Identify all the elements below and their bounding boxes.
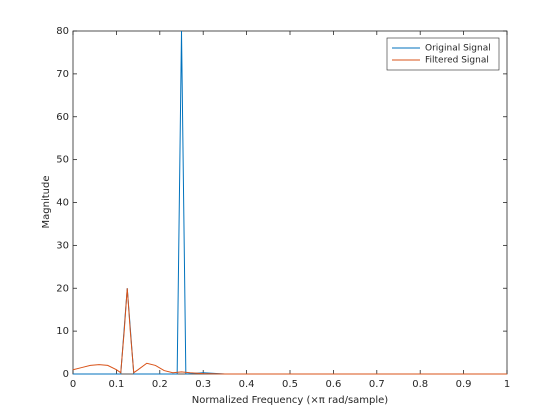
x-tick-label: 0 [70, 379, 76, 390]
series-line [72, 288, 507, 375]
x-tick-label: 0.9 [456, 379, 472, 390]
plot-area [72, 30, 508, 375]
y-tick-label: 40 [56, 198, 69, 209]
x-tick-label: 0.6 [325, 379, 341, 390]
y-tick-label: 20 [56, 283, 69, 294]
x-tick-label: 0.5 [282, 379, 298, 390]
x-tick-label: 0.4 [239, 379, 255, 390]
y-axis-label: Magnitude [41, 176, 52, 229]
y-tick-label: 30 [56, 240, 69, 251]
y-tick-label: 10 [56, 326, 69, 337]
x-tick-label: 0.2 [152, 379, 168, 390]
legend-label: Filtered Signal [425, 56, 489, 66]
x-axis-label: Normalized Frequency (×π rad/sample) [192, 395, 389, 406]
x-tick-label: 1 [504, 379, 510, 390]
x-tick-label: 0.3 [195, 379, 211, 390]
legend-box [386, 37, 500, 71]
y-tick-label: 60 [56, 112, 69, 123]
x-tick-label: 0.7 [369, 379, 385, 390]
y-tick-label: 0 [63, 369, 69, 380]
x-tick-label: 0.8 [412, 379, 428, 390]
y-tick-label: 70 [56, 69, 69, 80]
legend-label: Original Signal [425, 44, 491, 54]
y-tick-label: 80 [56, 26, 69, 37]
y-tick-label: 50 [56, 155, 69, 166]
x-tick-label: 0.1 [108, 379, 124, 390]
